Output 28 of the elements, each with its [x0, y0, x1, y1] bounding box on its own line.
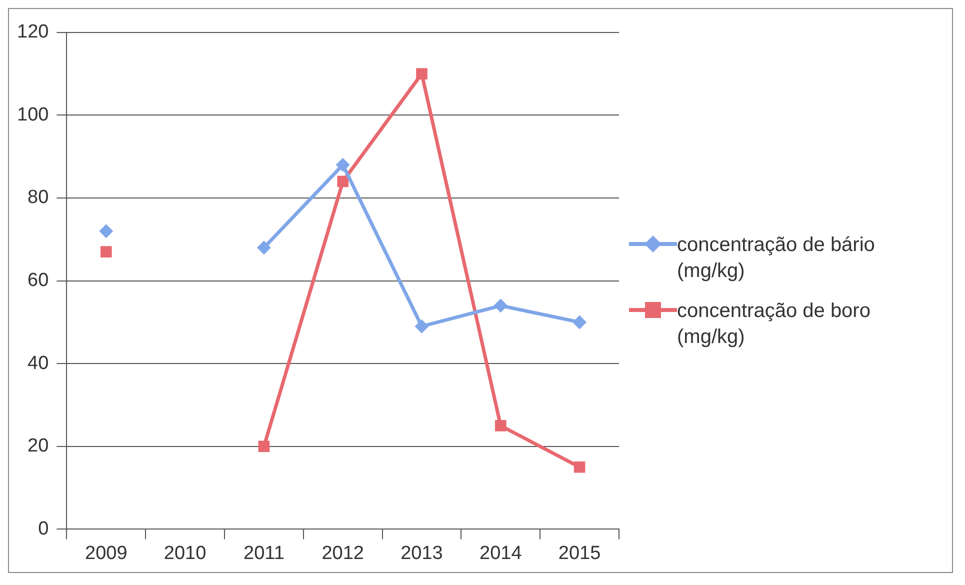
point	[336, 158, 350, 172]
x-tick-label: 2012	[322, 542, 364, 564]
point	[494, 420, 506, 432]
legend-label: concentração de boro (mg/kg)	[677, 298, 872, 350]
y-tick-label: 20	[28, 436, 49, 457]
legend-label: concentração de bário (mg/kg)	[677, 232, 876, 284]
point	[256, 240, 271, 255]
point	[337, 176, 349, 188]
point	[416, 68, 428, 80]
y-tick-label: 60	[28, 270, 49, 292]
point	[494, 298, 508, 313]
x-tick-label: 2013	[400, 542, 443, 564]
point	[574, 461, 586, 473]
x-tick-label: 2014	[480, 542, 522, 564]
x-tick-label: 2010	[164, 542, 206, 564]
point	[258, 440, 270, 452]
point	[572, 315, 587, 330]
y-tick-label: 40	[28, 352, 49, 374]
y-tick-label: 80	[28, 187, 49, 208]
point	[99, 224, 114, 238]
y-tick-label: 120	[17, 22, 49, 43]
x-tick-label: 2009	[85, 542, 128, 564]
point	[414, 319, 429, 334]
y-tick-label: 100	[17, 104, 49, 126]
x-tick-label: 2011	[244, 542, 284, 564]
y-tick-label: 0	[38, 518, 49, 540]
point	[100, 246, 112, 258]
x-tick-label: 2015	[558, 542, 601, 564]
